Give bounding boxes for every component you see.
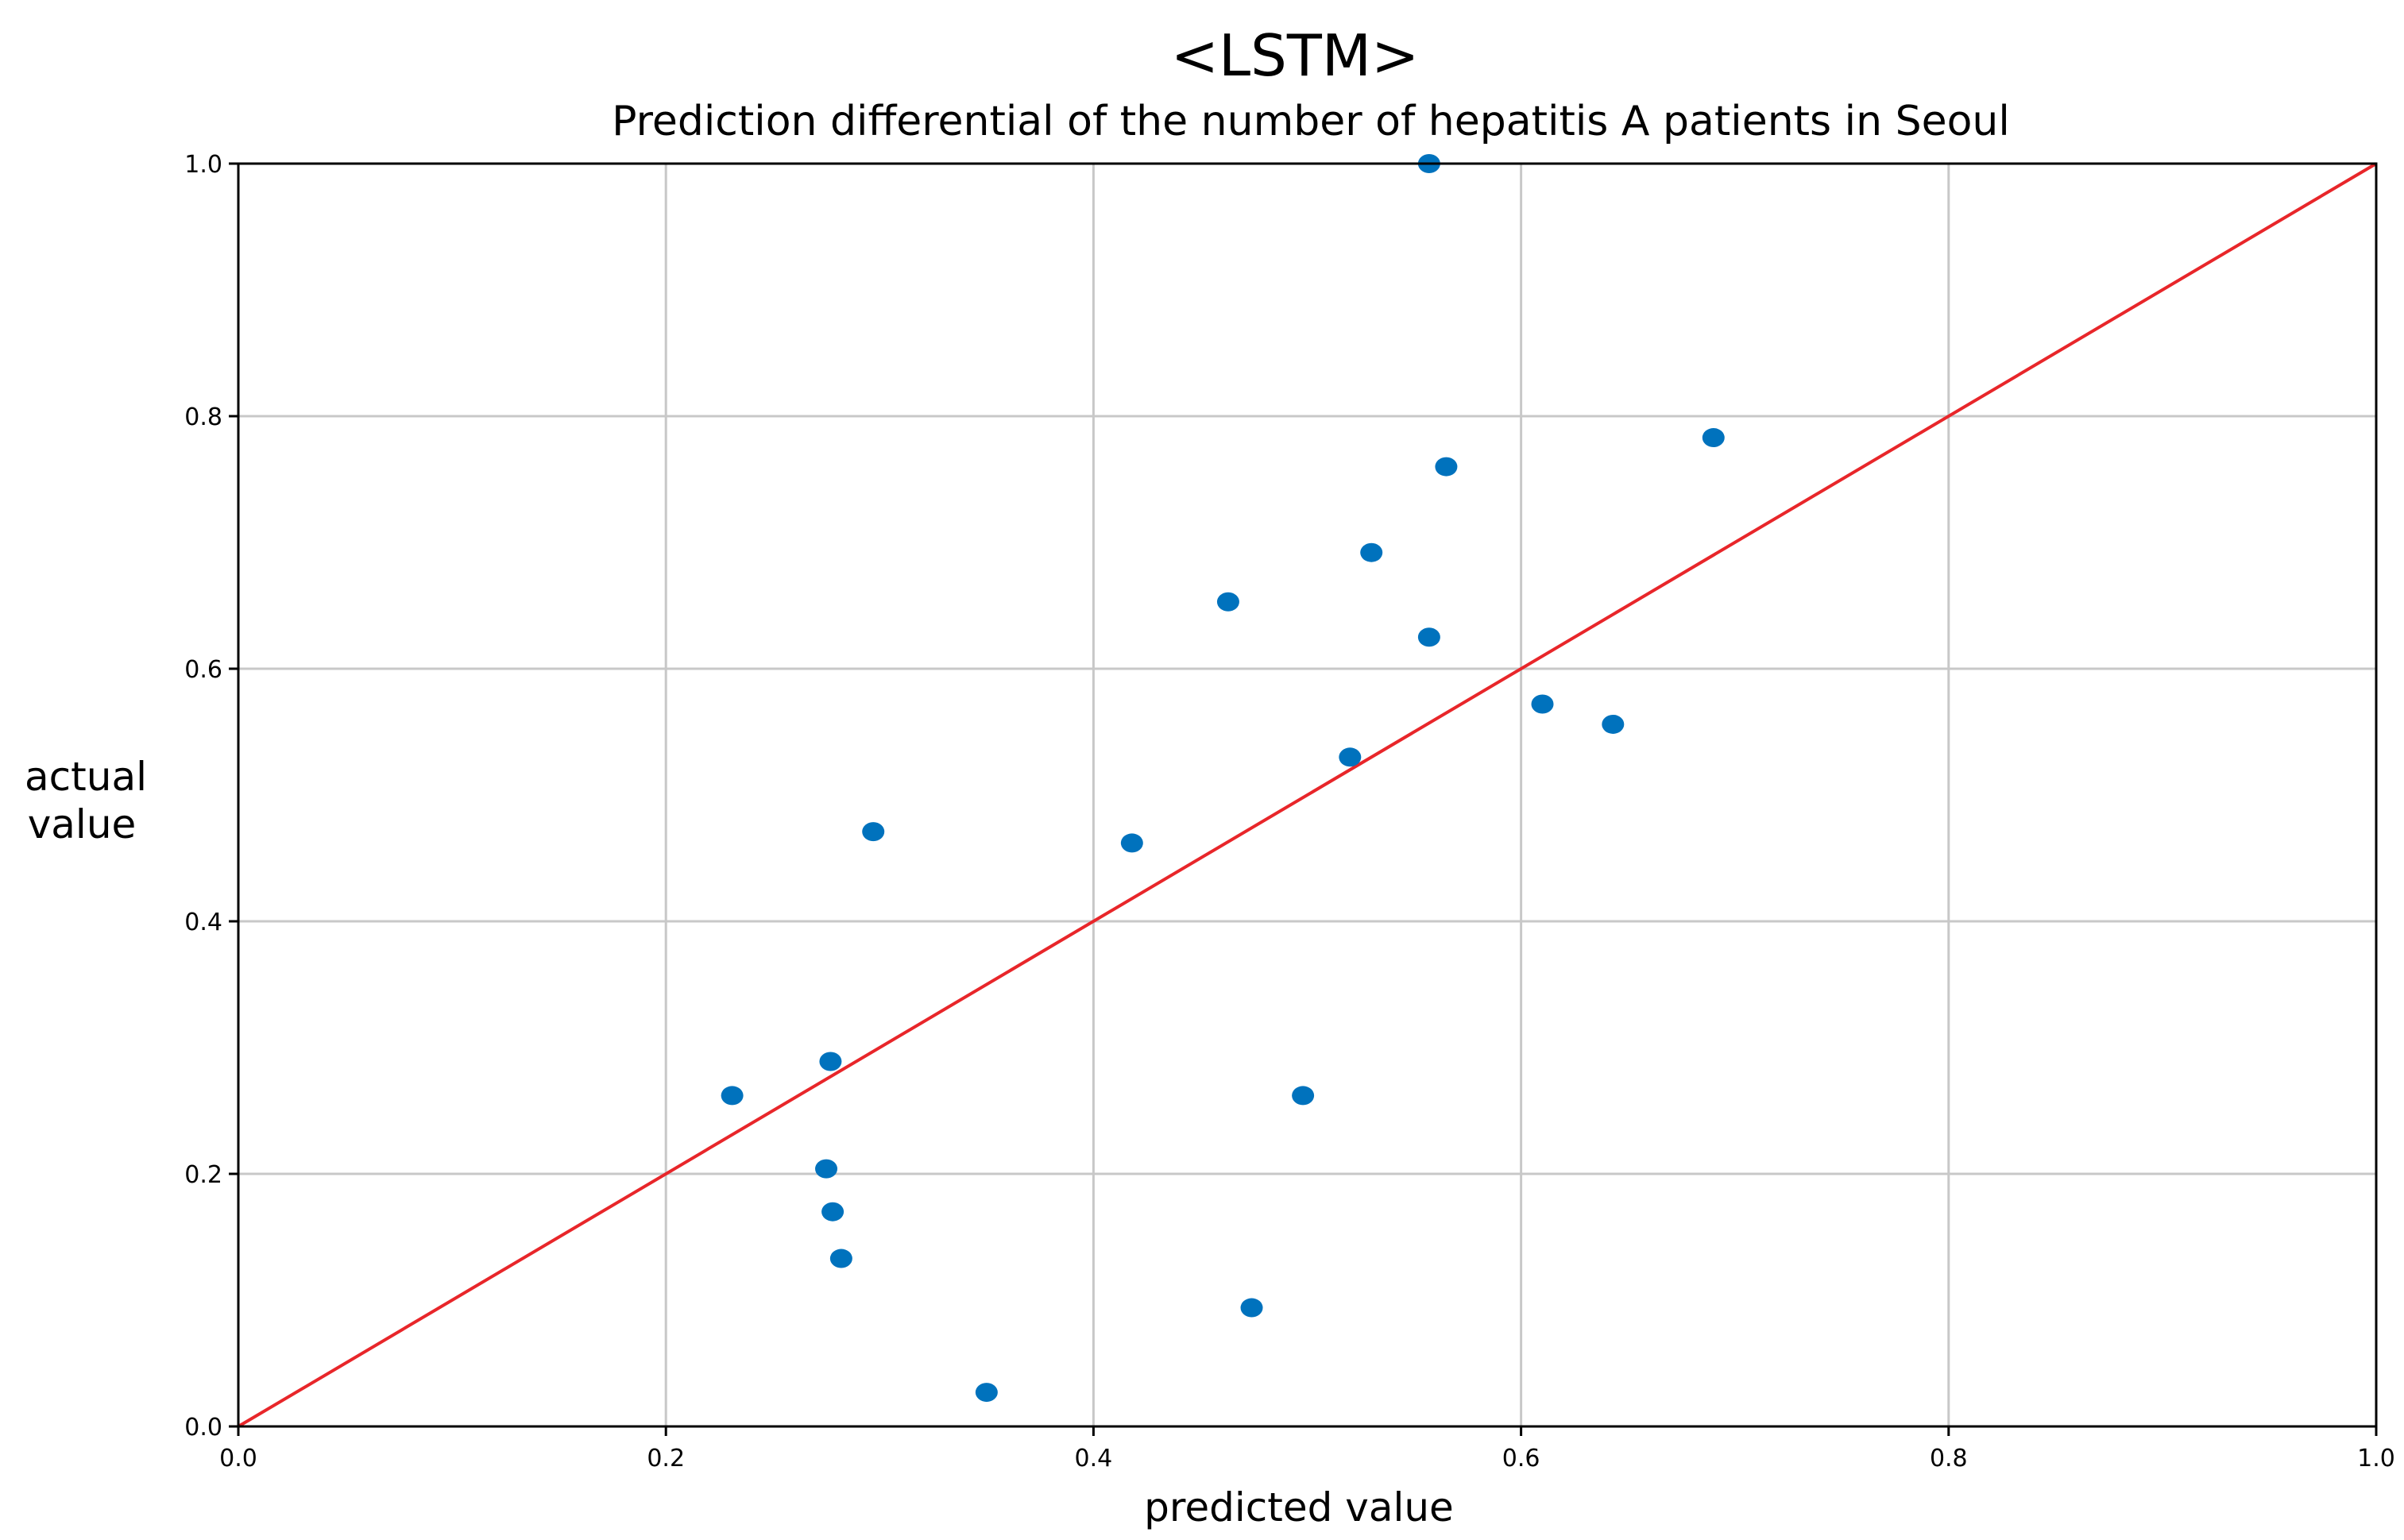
grid <box>238 164 2376 1426</box>
chart-subtitle: Prediction differential of the number of… <box>612 98 2010 145</box>
x-axis-ticks: 0.0 0.2 0.4 0.6 0.8 1.0 <box>219 1426 2395 1472</box>
scatter-point <box>1120 833 1143 853</box>
scatter-point <box>1360 542 1383 562</box>
y-tick-label: 0.4 <box>184 909 222 936</box>
scatter-point <box>1417 627 1440 647</box>
x-tick-label: 0.8 <box>1930 1445 1968 1472</box>
y-tick-label: 0.2 <box>184 1161 222 1189</box>
y-tick-label: 0.6 <box>184 656 222 684</box>
reference-line <box>237 162 2378 1428</box>
scatter-point <box>1435 457 1458 477</box>
scatter-point <box>829 1249 852 1268</box>
chart-title: <LSTM> <box>1171 22 1420 89</box>
y-tick-label: 0.0 <box>184 1414 222 1442</box>
x-tick-label: 0.0 <box>219 1445 257 1472</box>
scatter-point <box>1339 747 1362 767</box>
scatter-point <box>1702 428 1725 448</box>
scatter-point <box>819 1052 842 1071</box>
y-tick-label: 1.0 <box>184 151 222 179</box>
scatter-point <box>862 822 885 842</box>
scatter-point <box>1531 694 1554 714</box>
y-tick-label: 0.8 <box>184 403 222 431</box>
x-tick-label: 0.4 <box>1075 1445 1113 1472</box>
y-axis-label-line-1: actual <box>25 754 147 800</box>
scatter-point <box>815 1159 838 1179</box>
scatter-point <box>975 1383 998 1403</box>
x-tick-label: 0.6 <box>1502 1445 1540 1472</box>
scatter-point <box>1240 1298 1263 1318</box>
y-axis-ticks: 0.0 0.2 0.4 0.6 0.8 1.0 <box>184 151 238 1442</box>
scatter-point <box>1602 714 1625 734</box>
scatter-points <box>721 154 1725 1403</box>
scatter-point <box>1292 1086 1315 1106</box>
plot-frame <box>237 162 2378 1428</box>
scatter-point <box>1216 592 1239 612</box>
reference-line-layer <box>237 162 2378 1428</box>
y-axis-label-line-2: value <box>28 801 137 847</box>
x-tick-label: 0.2 <box>647 1445 685 1472</box>
x-axis-label: predicted value <box>1144 1484 1454 1530</box>
scatter-point <box>821 1202 844 1222</box>
x-tick-label: 1.0 <box>2357 1445 2395 1472</box>
scatter-point <box>721 1086 744 1106</box>
